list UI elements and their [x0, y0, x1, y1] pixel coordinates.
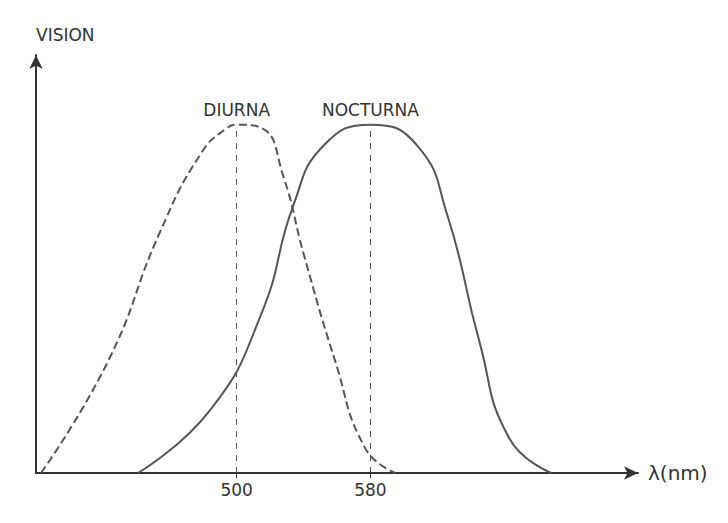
svg-text:DIURNA: DIURNA [203, 100, 270, 120]
svg-text:VISION: VISION [36, 25, 95, 45]
svg-text:λ(nm): λ(nm) [648, 461, 708, 485]
svg-text:NOCTURNA: NOCTURNA [322, 100, 419, 120]
svg-text:500: 500 [220, 480, 252, 500]
svg-text:580: 580 [354, 480, 386, 500]
